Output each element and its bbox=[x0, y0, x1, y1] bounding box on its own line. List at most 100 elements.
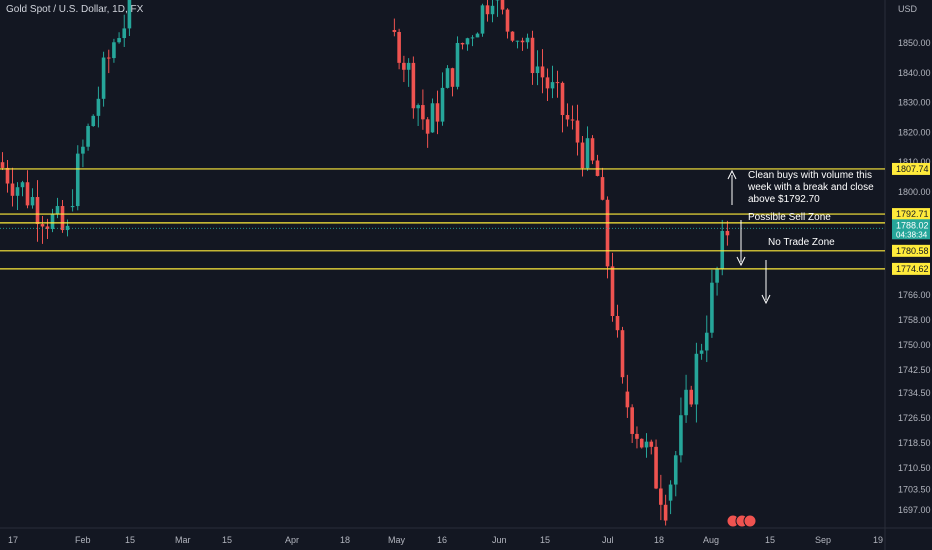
candle-body bbox=[5, 167, 10, 184]
candle-body bbox=[65, 225, 70, 231]
chart-title: Gold Spot / U.S. Dollar, 1D, FX bbox=[6, 4, 144, 15]
candle-body bbox=[55, 206, 60, 214]
candle-body bbox=[411, 62, 416, 109]
candle-body bbox=[25, 182, 30, 206]
candle-body bbox=[117, 38, 121, 43]
time-tick-label: 19 bbox=[873, 535, 883, 545]
price-tick-label: 1697.00 bbox=[898, 505, 931, 515]
candle-body bbox=[630, 407, 634, 434]
candle-body bbox=[112, 42, 116, 59]
level-price-label: 1807.74 bbox=[896, 164, 929, 174]
price-tick-label: 1810.00 bbox=[898, 157, 931, 167]
candle-body bbox=[500, 0, 505, 10]
annotation-buy-line: Clean buys with volume this bbox=[748, 170, 872, 181]
event-marker-icon bbox=[743, 514, 757, 528]
candle-body bbox=[490, 5, 495, 15]
candle-body bbox=[590, 138, 595, 161]
candle-body bbox=[75, 153, 80, 207]
time-tick-label: 15 bbox=[125, 535, 135, 545]
candle-body bbox=[485, 5, 490, 15]
candle-body bbox=[540, 66, 545, 78]
time-tick-label: 18 bbox=[654, 535, 664, 545]
candle-body bbox=[620, 330, 625, 378]
time-tick-label: Aug bbox=[703, 535, 719, 545]
candle-body bbox=[406, 62, 411, 70]
price-tick-label: 1850.00 bbox=[898, 38, 931, 48]
candle-body bbox=[625, 391, 630, 408]
candle-body bbox=[600, 177, 605, 200]
up-arrow-head bbox=[727, 169, 737, 180]
candle-body bbox=[605, 199, 610, 267]
price-tick-label: 1710.50 bbox=[898, 463, 931, 473]
candle-body bbox=[649, 441, 654, 447]
candle-body bbox=[480, 5, 485, 34]
candle-body bbox=[720, 230, 725, 270]
time-tick-label: 17 bbox=[8, 535, 18, 545]
candle-body bbox=[122, 28, 127, 39]
candle-body bbox=[106, 57, 111, 59]
price-tick-label: 1830.00 bbox=[898, 98, 931, 108]
annotation-buy-line: above $1792.70 bbox=[748, 194, 820, 205]
annotation-no-trade-zone: No Trade Zone bbox=[768, 237, 835, 248]
price-tick-label: 1820.00 bbox=[898, 127, 931, 137]
candle-body bbox=[715, 269, 719, 283]
candle-body bbox=[535, 66, 540, 74]
candle-body bbox=[505, 9, 510, 32]
level-price-tag bbox=[892, 262, 930, 275]
candle-body bbox=[91, 115, 96, 127]
candle-body bbox=[450, 68, 455, 87]
candle-body bbox=[96, 98, 101, 116]
candle-body bbox=[86, 126, 90, 147]
candle-body bbox=[639, 438, 644, 448]
candle-body bbox=[684, 389, 688, 416]
price-tick-label: 1742.50 bbox=[898, 365, 931, 375]
candle-body bbox=[0, 162, 5, 168]
sell-arrow-head bbox=[736, 256, 746, 267]
current-price-tag bbox=[892, 219, 930, 240]
candle-body bbox=[445, 68, 450, 88]
candle-body bbox=[580, 142, 585, 169]
candle-body bbox=[50, 213, 55, 229]
candle-body bbox=[81, 146, 85, 154]
candle-body bbox=[416, 105, 420, 109]
price-tick-label: 1734.50 bbox=[898, 388, 931, 398]
price-tick-label: 1800.00 bbox=[898, 187, 931, 197]
time-tick-label: Sep bbox=[815, 535, 831, 545]
candle-body bbox=[15, 187, 20, 196]
candle-body bbox=[615, 316, 620, 331]
level-price-tag bbox=[892, 162, 930, 175]
time-tick-label: Jul bbox=[602, 535, 614, 545]
price-tick-label: 1703.50 bbox=[898, 485, 931, 495]
candle-body bbox=[440, 87, 445, 122]
candle-body bbox=[659, 488, 663, 505]
candle-body bbox=[725, 230, 730, 236]
time-tick-label: 18 bbox=[340, 535, 350, 545]
level-price-label: 1780.58 bbox=[896, 246, 929, 256]
candle-body bbox=[654, 446, 658, 489]
price-tick-label: 1766.00 bbox=[898, 290, 931, 300]
candle-body bbox=[585, 138, 590, 169]
candle-body bbox=[425, 119, 430, 134]
countdown-label: 04:38:34 bbox=[896, 230, 928, 239]
candle-body bbox=[560, 82, 565, 116]
candle-body bbox=[60, 206, 65, 231]
candle-body bbox=[430, 103, 435, 133]
candle-body bbox=[30, 197, 35, 206]
candle-body bbox=[565, 115, 570, 120]
candle-body bbox=[570, 119, 575, 121]
candle-body bbox=[525, 37, 530, 43]
candle-body bbox=[610, 266, 615, 317]
candle-body bbox=[465, 38, 470, 45]
time-tick-label: 15 bbox=[540, 535, 550, 545]
price-tick-label: 1750.00 bbox=[898, 340, 931, 350]
candle-body bbox=[435, 103, 440, 122]
candle-body bbox=[402, 62, 406, 70]
candle-body bbox=[699, 350, 704, 354]
candle-body bbox=[397, 31, 401, 63]
candle-body bbox=[40, 224, 45, 227]
candle-body bbox=[679, 415, 683, 456]
candle-body bbox=[635, 433, 639, 439]
price-tick-label: 1840.00 bbox=[898, 68, 931, 78]
candle-body bbox=[35, 197, 40, 225]
